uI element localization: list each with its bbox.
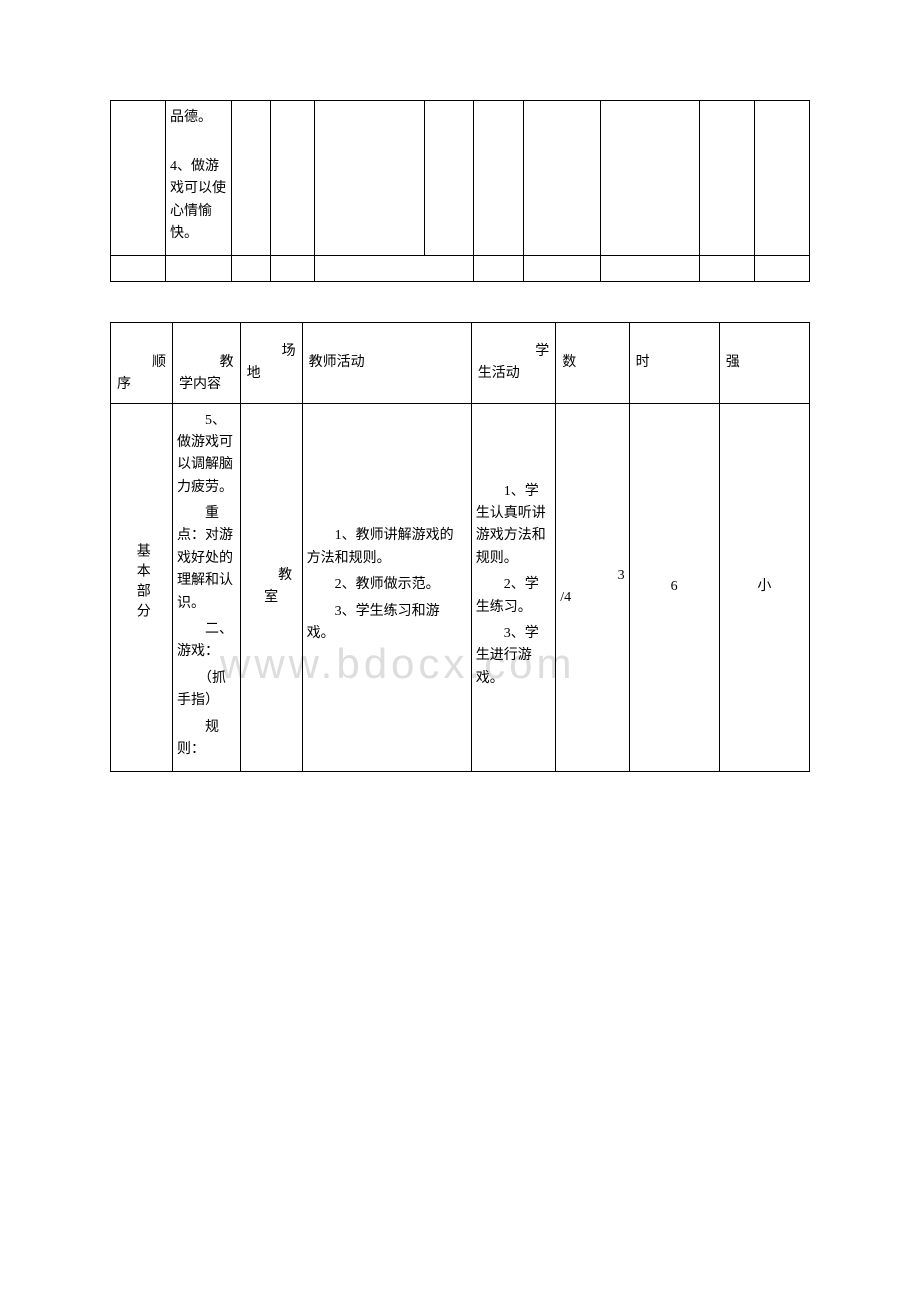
header-cell: 顺 序 bbox=[111, 323, 173, 403]
cell-teacher-activity: 1、教师讲解游戏的方法和规则。 2、教师做示范。 3、学生练习和游戏。 bbox=[302, 403, 471, 772]
cell-empty bbox=[314, 101, 424, 256]
text-line: 3、学生进行游戏。 bbox=[476, 623, 552, 690]
header-label: 教师活动 bbox=[309, 355, 365, 370]
section-label: 基本部分 bbox=[130, 543, 152, 623]
header-label: 数 bbox=[562, 355, 576, 370]
header-label: 地 bbox=[247, 366, 261, 381]
text-line: 规则： bbox=[177, 717, 236, 762]
header-label: 时 bbox=[636, 355, 650, 370]
header-label: 顺 bbox=[117, 329, 168, 374]
table-row: 基本部分 5、做游戏可以调解脑力疲劳。 重点：对游戏好处的理解和认识。 二、游戏… bbox=[111, 403, 810, 772]
cell-empty bbox=[523, 101, 600, 256]
text-line: 2、教师做示范。 bbox=[307, 574, 467, 596]
cell-empty bbox=[424, 101, 474, 256]
cell-section: 基本部分 bbox=[111, 403, 173, 772]
text-line: 5、做游戏可以调解脑力疲劳。 bbox=[177, 410, 236, 500]
cell-count: 3 /4 bbox=[556, 403, 629, 772]
cell-empty bbox=[111, 256, 166, 282]
cell-content: 品德。 4、做游戏可以使心情愉快。 bbox=[166, 101, 232, 256]
text-line: 2、学生练习。 bbox=[476, 574, 552, 619]
cell-empty bbox=[600, 101, 699, 256]
header-label: 学 bbox=[478, 341, 552, 363]
cell-empty bbox=[474, 256, 524, 282]
header-cell: 时 bbox=[629, 323, 719, 403]
table-top: 品德。 4、做游戏可以使心情愉快。 bbox=[110, 100, 810, 282]
table-row bbox=[111, 256, 810, 282]
cell-empty bbox=[166, 256, 232, 282]
cell-empty bbox=[232, 256, 271, 282]
cell-empty bbox=[270, 101, 314, 256]
table-header-row: 顺 序 教 学内容 场 地 教师活动 学 生活动 数 时 强 bbox=[111, 323, 810, 403]
text-content: 品德。 bbox=[170, 107, 227, 129]
cell-empty bbox=[699, 256, 754, 282]
cell-empty bbox=[474, 101, 524, 256]
header-label: 学内容 bbox=[179, 377, 221, 392]
table-row: 品德。 4、做游戏可以使心情愉快。 bbox=[111, 101, 810, 256]
cell-empty bbox=[232, 101, 271, 256]
text-content: 4、做游戏可以使心情愉快。 bbox=[170, 133, 227, 245]
cell-time: 6 bbox=[629, 403, 719, 772]
text-line: 1、学生认真听讲游戏方法和规则。 bbox=[476, 481, 552, 571]
header-label: 强 bbox=[726, 355, 740, 370]
header-label: 场 bbox=[247, 341, 298, 363]
cell-location: 教室 bbox=[240, 403, 302, 772]
intensity-value: 小 bbox=[757, 579, 771, 594]
cell-empty bbox=[314, 256, 474, 282]
cell-student-activity: 1、学生认真听讲游戏方法和规则。 2、学生练习。 3、学生进行游戏。 bbox=[471, 403, 556, 772]
cell-empty bbox=[754, 101, 809, 256]
header-cell: 数 bbox=[556, 323, 629, 403]
header-cell: 学 生活动 bbox=[471, 323, 556, 403]
cell-empty bbox=[270, 256, 314, 282]
header-label: 生活动 bbox=[478, 366, 520, 381]
header-label: 序 bbox=[117, 377, 131, 392]
text-line: 二、游戏： bbox=[177, 619, 236, 664]
text-line: 1、教师讲解游戏的方法和规则。 bbox=[307, 525, 467, 570]
cell-empty bbox=[523, 256, 600, 282]
text-line: 3、学生练习和游戏。 bbox=[307, 601, 467, 646]
header-cell: 教师活动 bbox=[302, 323, 471, 403]
time-value: 6 bbox=[671, 579, 678, 594]
cell-empty bbox=[754, 256, 809, 282]
table-main: 顺 序 教 学内容 场 地 教师活动 学 生活动 数 时 强 基本部 bbox=[110, 322, 810, 772]
count-value: /4 bbox=[560, 587, 624, 609]
cell-empty bbox=[600, 256, 699, 282]
cell-intensity: 小 bbox=[719, 403, 809, 772]
cell-content: 5、做游戏可以调解脑力疲劳。 重点：对游戏好处的理解和认识。 二、游戏： （抓手… bbox=[173, 403, 241, 772]
cell-empty bbox=[111, 101, 166, 256]
text-line: 重点：对游戏好处的理解和认识。 bbox=[177, 503, 236, 615]
text-line: （抓手指） bbox=[177, 668, 236, 713]
header-cell: 强 bbox=[719, 323, 809, 403]
cell-empty bbox=[699, 101, 754, 256]
location-label: 教室 bbox=[250, 568, 292, 605]
count-value: 3 bbox=[560, 565, 624, 587]
